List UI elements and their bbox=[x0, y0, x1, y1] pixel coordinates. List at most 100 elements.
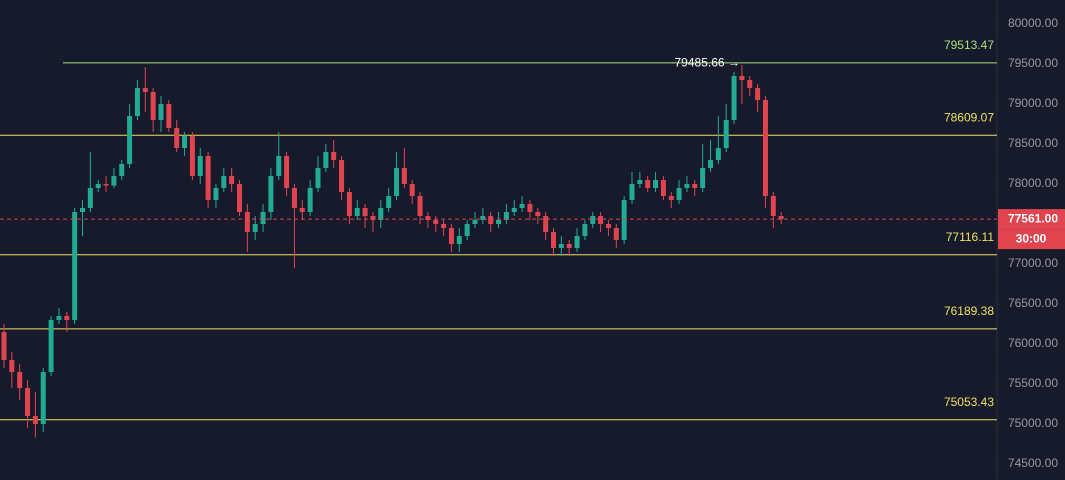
candle-body bbox=[307, 188, 313, 212]
candle-body bbox=[370, 216, 376, 220]
y-tick-label: 78000.00 bbox=[1008, 176, 1058, 190]
candle-body bbox=[574, 236, 580, 248]
y-tick-label: 76000.00 bbox=[1008, 336, 1058, 350]
candle-body bbox=[715, 148, 721, 160]
candle-body bbox=[621, 200, 627, 240]
candle-body bbox=[339, 160, 345, 192]
candle-body bbox=[25, 388, 31, 416]
candle-body bbox=[762, 100, 768, 196]
candle-body bbox=[613, 228, 619, 240]
candle-body bbox=[268, 176, 274, 212]
candle-body bbox=[511, 208, 517, 212]
candle-body bbox=[362, 208, 368, 216]
level-label: 75053.43 bbox=[944, 395, 994, 409]
candle-body bbox=[770, 196, 776, 216]
candle-body bbox=[488, 216, 494, 224]
candle-body bbox=[205, 156, 211, 200]
candle-body bbox=[566, 244, 572, 248]
countdown-box bbox=[998, 229, 1065, 250]
candle-body bbox=[315, 168, 321, 188]
candle-body bbox=[9, 360, 15, 372]
candle-body bbox=[299, 208, 305, 212]
candle-body bbox=[778, 216, 784, 220]
candle-body bbox=[229, 176, 235, 184]
candle-body bbox=[276, 156, 282, 176]
candle-body bbox=[598, 216, 604, 224]
candle-body bbox=[747, 80, 753, 88]
candle-body bbox=[119, 164, 125, 176]
candle-body bbox=[103, 184, 109, 186]
candle-body bbox=[142, 88, 148, 92]
candle-body bbox=[496, 220, 502, 224]
y-tick-label: 79500.00 bbox=[1008, 56, 1058, 70]
candle-body bbox=[409, 184, 415, 196]
candle-body bbox=[660, 180, 666, 196]
y-tick-label: 77000.00 bbox=[1008, 256, 1058, 270]
y-tick-label: 75500.00 bbox=[1008, 376, 1058, 390]
candle-body bbox=[535, 212, 541, 216]
candle-body bbox=[32, 416, 38, 424]
candle-body bbox=[134, 88, 140, 116]
y-tick-label: 74500.00 bbox=[1008, 456, 1058, 470]
candle-body bbox=[182, 136, 188, 148]
last-price-box bbox=[998, 209, 1065, 230]
countdown-label: 30:00 bbox=[1016, 231, 1047, 245]
candle-body bbox=[676, 188, 682, 200]
candle-body bbox=[456, 236, 462, 244]
candle-body bbox=[284, 156, 290, 188]
candle-body bbox=[417, 196, 423, 216]
candle-body bbox=[527, 204, 533, 212]
candle-body bbox=[629, 184, 635, 200]
candle-body bbox=[503, 212, 509, 220]
level-label: 76189.38 bbox=[944, 304, 994, 318]
y-tick-label: 78500.00 bbox=[1008, 136, 1058, 150]
candle-body bbox=[645, 180, 651, 188]
y-tick-label: 76500.00 bbox=[1008, 296, 1058, 310]
candle-body bbox=[331, 152, 337, 160]
candle-body bbox=[95, 184, 101, 188]
y-tick-label: 79000.00 bbox=[1008, 96, 1058, 110]
candle-body bbox=[401, 168, 407, 184]
candle-body bbox=[637, 180, 643, 184]
y-tick-label: 80000.00 bbox=[1008, 16, 1058, 30]
candle-body bbox=[480, 216, 486, 220]
candle-body bbox=[723, 120, 729, 148]
candle-body bbox=[582, 224, 588, 236]
candle-body bbox=[189, 136, 195, 176]
candle-body bbox=[519, 204, 525, 208]
candle-body bbox=[237, 184, 242, 212]
candle-body bbox=[166, 104, 172, 128]
y-tick-label: 75000.00 bbox=[1008, 416, 1058, 430]
candle-body bbox=[739, 76, 745, 80]
candle-body bbox=[72, 212, 78, 320]
candle-body bbox=[551, 232, 556, 248]
level-label: 78609.07 bbox=[944, 110, 994, 124]
candle-body bbox=[668, 196, 674, 200]
candle-body bbox=[40, 372, 46, 424]
candle-body bbox=[472, 220, 478, 224]
candle-body bbox=[700, 168, 706, 188]
candle-body bbox=[653, 180, 659, 188]
candle-body bbox=[111, 176, 117, 186]
candle-body bbox=[441, 224, 447, 228]
candle-body bbox=[150, 92, 156, 120]
candle-body bbox=[731, 76, 737, 120]
last-price-label: 77561.00 bbox=[1008, 211, 1058, 225]
candle-body bbox=[354, 208, 360, 216]
level-label: 77116.11 bbox=[946, 230, 995, 244]
candle-body bbox=[543, 216, 549, 232]
candle-body bbox=[291, 188, 297, 208]
candle-body bbox=[80, 208, 85, 212]
candle-body bbox=[56, 316, 62, 320]
candle-body bbox=[87, 188, 93, 208]
candle-body bbox=[48, 320, 54, 372]
candle-body bbox=[684, 184, 690, 188]
candle-body bbox=[394, 168, 399, 196]
candle-body bbox=[692, 184, 698, 188]
candle-body bbox=[386, 196, 392, 208]
candle-body bbox=[425, 216, 431, 220]
candle-body bbox=[605, 224, 611, 228]
candle-body bbox=[197, 156, 203, 176]
candle-body bbox=[323, 152, 329, 168]
